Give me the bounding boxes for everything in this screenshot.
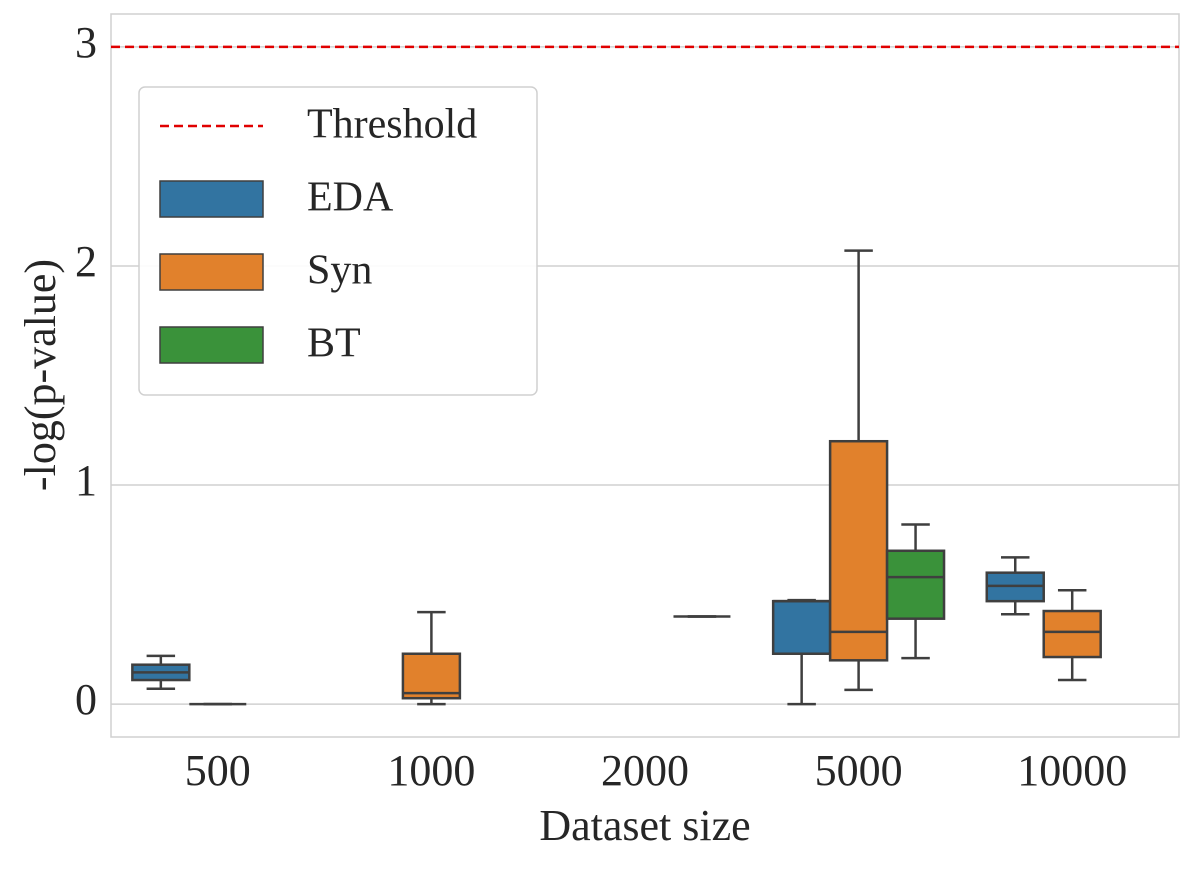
y-tick-label: 0 [75,675,97,724]
legend-swatch [159,326,264,364]
x-tick-label: 2000 [601,746,689,795]
legend-box [138,86,538,396]
box [885,549,946,620]
legend-label: Threshold [307,102,477,148]
box [1042,609,1102,659]
box [828,439,889,662]
legend-label: Syn [307,248,372,294]
box [771,599,832,655]
legend-label: EDA [307,175,394,221]
x-tick-label: 10000 [1017,746,1127,795]
y-tick-label: 1 [75,456,97,505]
x-tick-label: 500 [185,746,251,795]
legend-swatch [159,180,264,218]
x-axis-label: Dataset size [539,801,750,850]
x-tick-label: 1000 [387,746,475,795]
box [401,652,462,700]
x-tick-label: 5000 [815,746,903,795]
y-tick-label: 2 [75,237,97,286]
y-axis-label: -log(p-value) [16,259,65,491]
legend-label: BT [307,321,361,367]
legend-swatch [159,253,264,291]
y-tick-label: 3 [75,18,97,67]
